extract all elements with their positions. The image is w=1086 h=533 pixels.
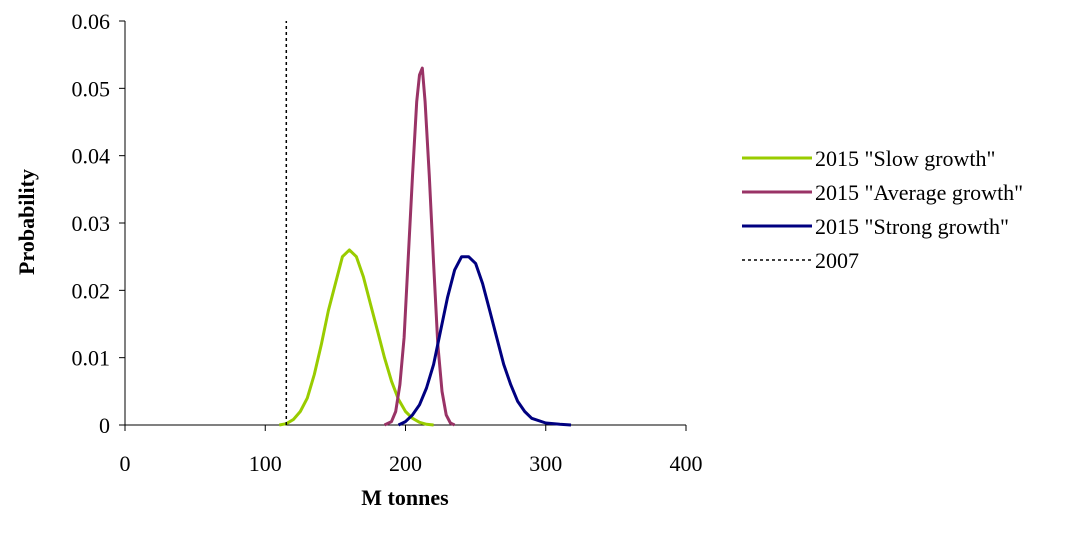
legend-label-3: 2015 "Strong growth" <box>815 214 1009 239</box>
series-layer <box>279 21 572 427</box>
y-axis-title: Probability <box>14 169 39 275</box>
x-tick-label: 0 <box>120 451 131 476</box>
y-tick-label: 0.01 <box>72 346 111 371</box>
x-axis-title: M tonnes <box>361 485 449 510</box>
y-tick-label: 0 <box>99 413 110 438</box>
x-tick-label: 300 <box>529 451 562 476</box>
y-tick-label: 0.02 <box>72 278 111 303</box>
legend-label-1: 2015 "Slow growth" <box>815 146 996 171</box>
y-tick-label: 0.05 <box>72 76 111 101</box>
y-tick-label: 0.03 <box>72 211 111 236</box>
y-tick-label: 0.04 <box>72 144 111 169</box>
y-tick-label: 0.06 <box>72 9 111 34</box>
x-tick-label: 100 <box>249 451 282 476</box>
series-line-3 <box>397 255 572 427</box>
series-line-2 <box>383 66 456 427</box>
legend-label-4: 2007 <box>815 248 859 273</box>
x-tick-label: 200 <box>389 451 422 476</box>
legend: 2015 "Slow growth" 2015 "Average growth" 2… <box>742 146 1023 273</box>
axes: 0 100 200 300 400 0 0.01 0.02 0.03 0.04 0.05 0.06 <box>72 9 703 476</box>
legend-label-2: 2015 "Average growth" <box>815 180 1023 205</box>
series-line-1 <box>279 248 434 427</box>
x-tick-label: 400 <box>670 451 703 476</box>
